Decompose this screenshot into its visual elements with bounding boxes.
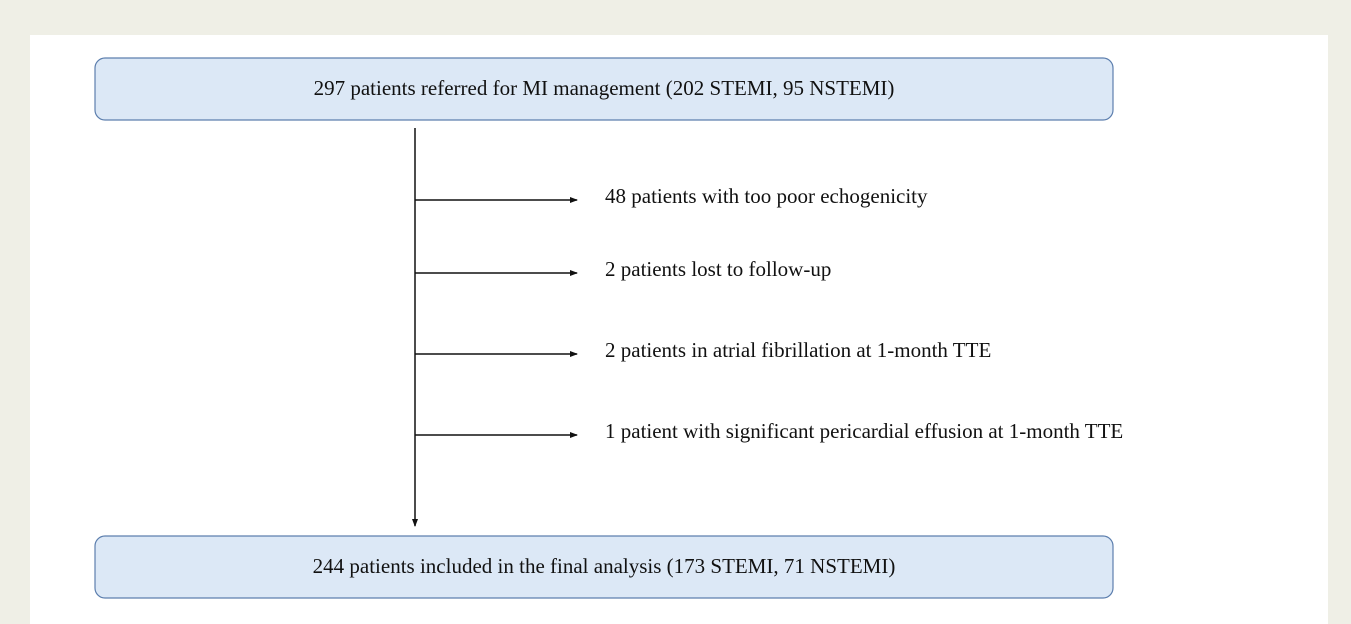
- top-box: [94, 57, 1114, 121]
- exclusions: 48 patients with too poor echogenicity 2 …: [415, 184, 1123, 443]
- exclusion-label: 48 patients with too poor echogenicity: [605, 184, 928, 208]
- exclusion-label: 2 patients in atrial fibrillation at 1-m…: [605, 338, 991, 362]
- exclusion-label: 2 patients lost to follow-up: [605, 257, 831, 281]
- top-box-label: 297 patients referred for MI management …: [314, 76, 895, 100]
- panel: [30, 35, 1328, 624]
- bottom-box-label: 244 patients included in the final analy…: [313, 554, 896, 578]
- exclusion-label: 1 patient with significant pericardial e…: [605, 419, 1123, 443]
- bottom-box: [94, 535, 1114, 599]
